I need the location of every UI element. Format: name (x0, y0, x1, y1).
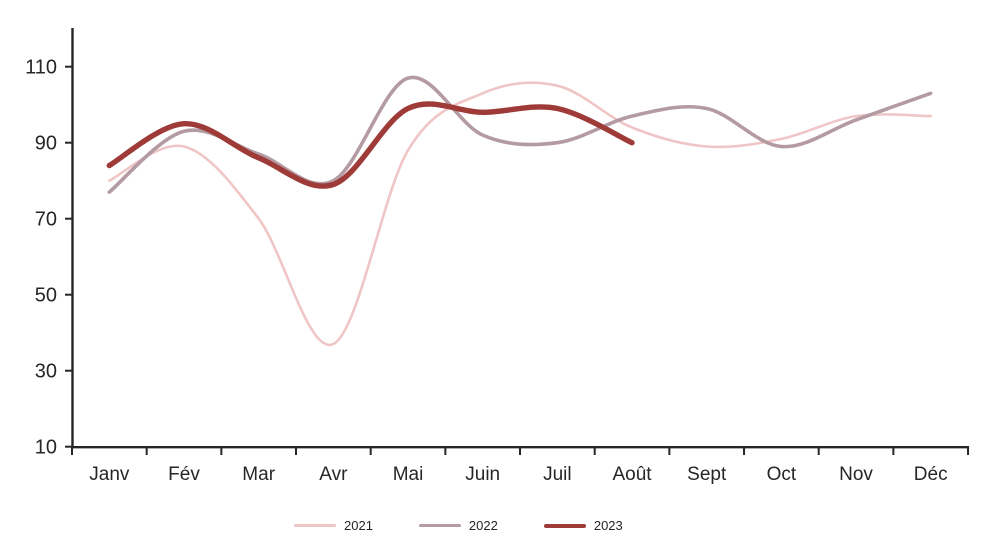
x-axis-label: Mar (242, 464, 275, 485)
legend-swatch (418, 524, 461, 527)
legend-label: 2021 (344, 518, 373, 533)
legend-item-2022: 2022 (418, 518, 498, 533)
y-tick-label: 10 (35, 437, 57, 459)
x-axis-label: Août (612, 464, 652, 485)
legend-label: 2023 (593, 518, 623, 533)
legend-label: 2022 (468, 518, 498, 533)
legend-item-2023: 2023 (543, 518, 623, 533)
legend-swatch (294, 524, 336, 527)
x-axis-ticks (71, 447, 970, 455)
x-axis-label: Nov (839, 464, 873, 485)
x-axis-label: Juin (465, 464, 500, 485)
x-axis-label: Sept (687, 464, 727, 485)
y-tick-label: 70 (35, 209, 57, 231)
series-line-2022 (107, 75, 933, 194)
x-axis-label: Avr (319, 464, 348, 485)
x-axis-label: Mai (393, 464, 424, 485)
series-line-2023 (106, 101, 635, 189)
y-tick-label: 30 (35, 361, 57, 383)
chart-series (106, 75, 933, 347)
y-tick-label: 110 (25, 57, 57, 79)
x-axis-label: Janv (89, 464, 130, 485)
legend-item-2021: 2021 (294, 519, 373, 532)
y-tick-label: 50 (35, 285, 57, 307)
chart-legend: 2021 2022 2023 (294, 519, 623, 532)
y-axis-ticks (65, 65, 73, 448)
x-axis-labels: Janv Fév Mar Avr Mai Juin Juil Août Sept Oct Nov Dé… (89, 464, 947, 485)
y-tick-label: 90 (35, 133, 57, 155)
y-axis-labels: 110 90 70 50 30 10 (25, 57, 57, 459)
series-line-2021 (108, 81, 932, 347)
legend-swatch (543, 523, 586, 528)
x-axis-label: Oct (767, 464, 797, 485)
x-axis-label: Déc (914, 464, 948, 485)
x-axis-label: Juil (543, 464, 572, 485)
x-axis-label: Fév (168, 464, 200, 485)
